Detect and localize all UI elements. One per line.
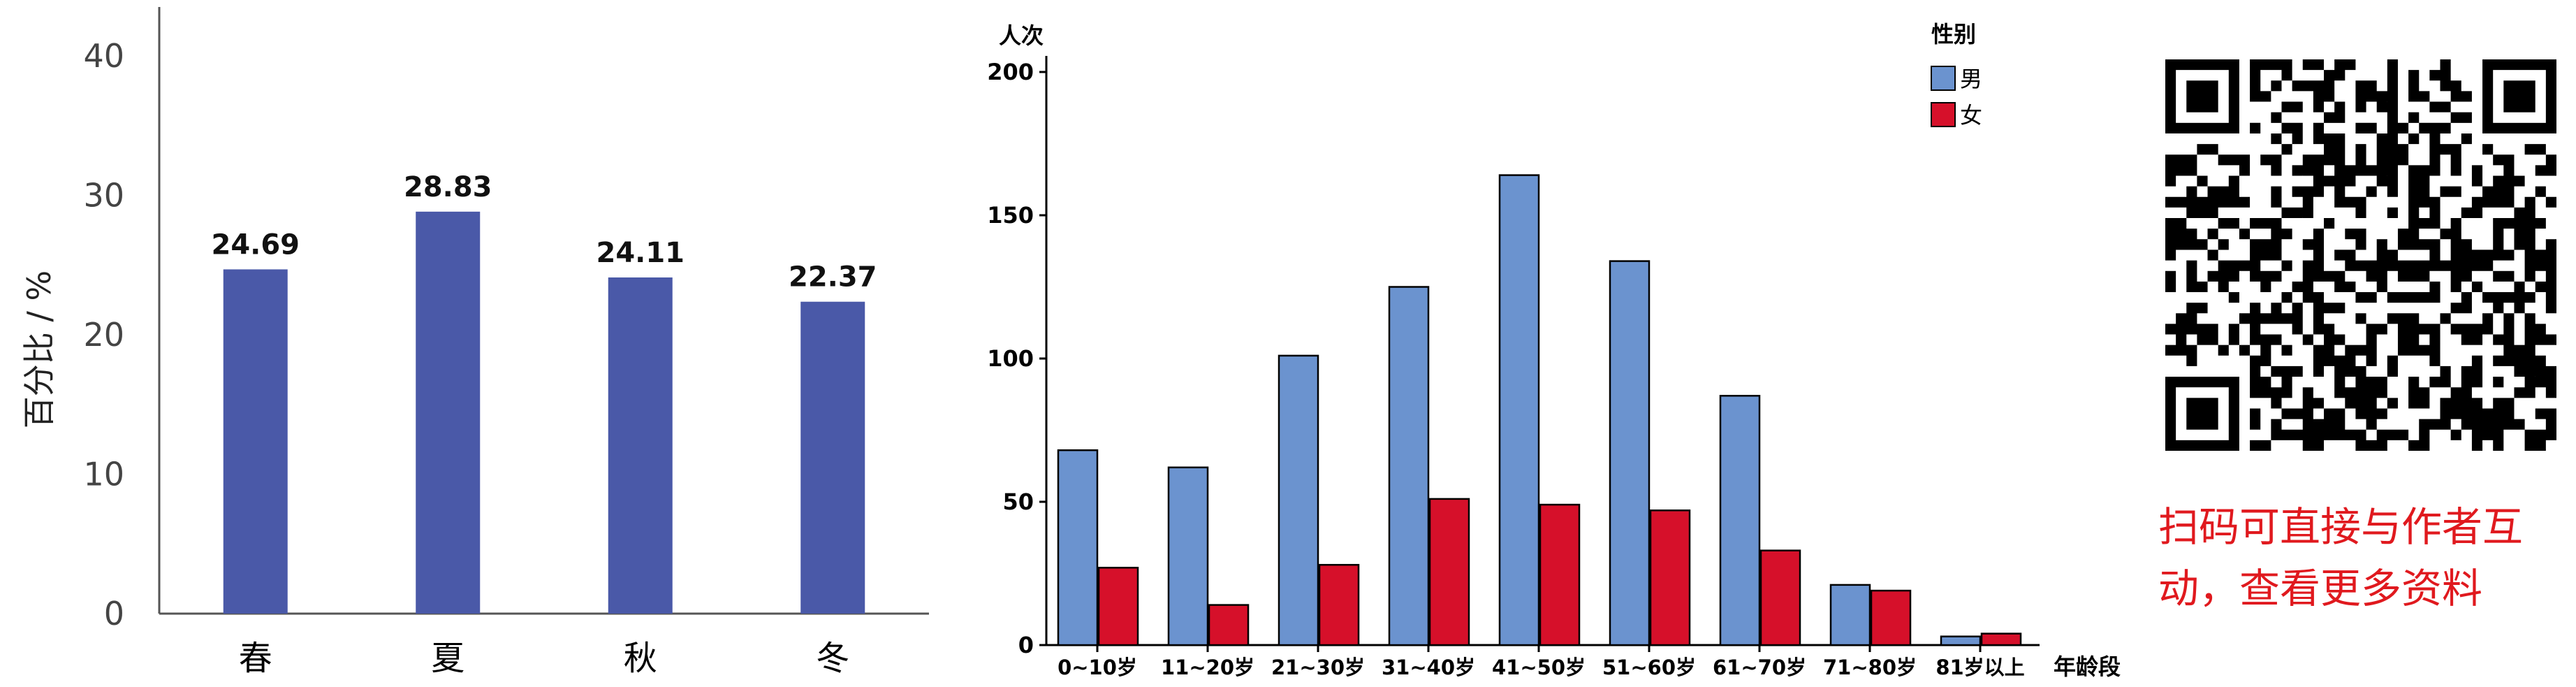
x-tick-label: 0~10岁	[1058, 656, 1137, 679]
y-tick-label: 50	[1002, 489, 1034, 515]
bar-male	[1609, 260, 1651, 646]
bar-female	[1870, 589, 1912, 646]
legend-swatch	[1931, 102, 1956, 127]
y-tick-label: 0	[104, 595, 124, 632]
qr-finder-core	[2503, 80, 2535, 113]
qr-caption: 扫码可直接与作者互 动，查看更多资料	[2158, 496, 2570, 619]
y-axis-title: 人次	[999, 22, 1044, 49]
bar-female	[1649, 509, 1691, 646]
bar-value-label: 28.83	[404, 171, 492, 203]
bar-female	[1318, 563, 1360, 646]
bar-value-label: 24.11	[596, 237, 685, 269]
bar-female	[1980, 632, 2022, 646]
y-tick-label: 100	[987, 345, 1034, 372]
y-tick-label: 150	[987, 202, 1034, 229]
bar-male	[1719, 395, 1761, 646]
qr-caption-line-2: 动，查看更多资料	[2158, 565, 2483, 612]
bar	[800, 301, 865, 614]
x-tick-label: 11~20岁	[1161, 656, 1254, 679]
qr-code[interactable]	[2165, 59, 2556, 451]
legend-swatch	[1931, 66, 1956, 91]
x-tick-label: 61~70岁	[1713, 656, 1806, 679]
bar-male	[1829, 584, 1871, 646]
x-tick-label: 41~50岁	[1492, 656, 1586, 679]
x-tick-label: 51~60岁	[1602, 656, 1696, 679]
x-tick-label: 夏	[431, 639, 464, 678]
legend-title: 性别	[1931, 21, 1976, 48]
y-tick-label: 200	[987, 59, 1034, 85]
bar-female	[1759, 549, 1801, 646]
legend-label: 女	[1960, 102, 1982, 129]
bar	[223, 269, 288, 614]
x-tick-label: 冬	[816, 639, 849, 678]
bar-female	[1097, 567, 1139, 646]
x-tick-label: 81岁以上	[1935, 656, 2024, 679]
bar-value-label: 24.69	[211, 229, 300, 261]
bar	[608, 277, 673, 614]
qr-code-image	[2165, 59, 2556, 451]
bar-male	[1498, 174, 1540, 646]
age-gender-chart: 人次 年龄段 性别 0 50 100 150 200 0~10岁 11~20岁 21~30岁 3…	[987, 21, 2121, 680]
bar-value-label: 22.37	[789, 261, 877, 294]
y-tick-label: 0	[1018, 632, 1034, 658]
x-tick-label: 71~80岁	[1823, 656, 1917, 679]
y-axis-label: 百分比 / %	[20, 270, 58, 428]
x-tick-label: 31~40岁	[1382, 656, 1475, 679]
legend-label: 男	[1960, 66, 1982, 92]
qr-modules	[2165, 59, 2556, 451]
season-percentage-chart: 百分比 / % 0 10 20 30 40 24.69 春 28.83 夏 24.11 秋 22.37…	[20, 7, 929, 678]
y-tick-label: 30	[83, 177, 124, 215]
y-tick-label: 20	[83, 316, 124, 354]
bar-male	[1167, 466, 1209, 646]
bar-male	[1278, 354, 1319, 646]
bar-male	[1388, 286, 1430, 646]
x-tick-label: 21~30岁	[1271, 656, 1365, 679]
bar-female	[1208, 604, 1250, 646]
x-tick-label: 春	[239, 639, 272, 678]
x-tick-label: 秋	[624, 639, 657, 678]
bar-male	[1940, 635, 1982, 646]
qr-finder-core	[2186, 80, 2218, 113]
y-tick-label: 10	[83, 456, 124, 493]
bar-female	[1539, 503, 1581, 646]
qr-finder-core	[2186, 398, 2218, 430]
y-tick-label: 40	[83, 37, 124, 75]
bar-female	[1428, 498, 1470, 646]
x-axis-title: 年龄段	[2054, 653, 2121, 680]
bar-male	[1057, 449, 1099, 646]
bar	[416, 211, 481, 614]
qr-caption-line-1: 扫码可直接与作者互	[2158, 503, 2524, 551]
